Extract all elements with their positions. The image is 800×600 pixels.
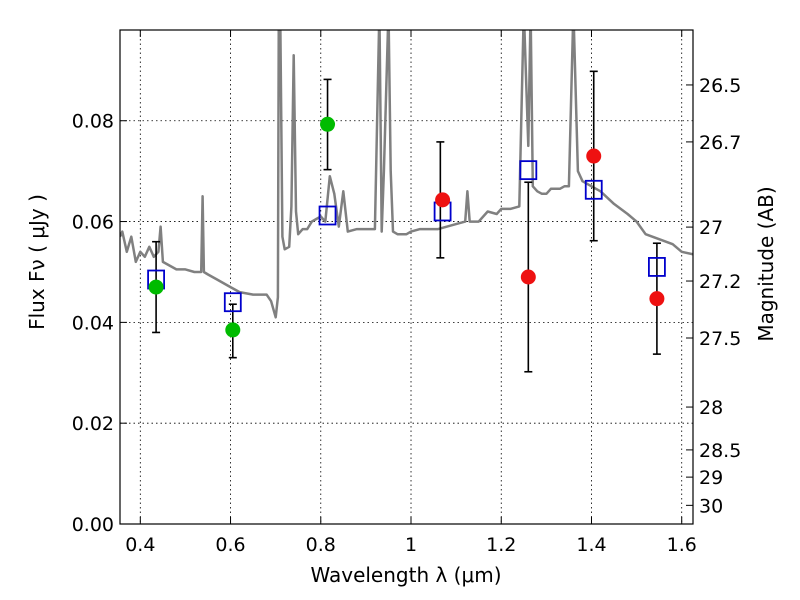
- measured-point: [586, 148, 602, 164]
- magnitude-tick-label: 26.7: [699, 132, 741, 154]
- magnitude-tick-label: 30: [699, 495, 723, 517]
- magnitude-tick-label: 28: [699, 397, 723, 419]
- model-photometry-layer: [147, 160, 666, 313]
- magnitude-tick-label: 26.5: [699, 75, 741, 97]
- x-axis-label: Wavelength λ (μm): [310, 563, 501, 587]
- y-tick-label: 0.08: [72, 111, 114, 133]
- y-tick-label: 0.02: [72, 413, 114, 435]
- x-tick-label: 0.8: [306, 534, 336, 556]
- x-tick-label: 0.4: [125, 534, 155, 556]
- model-sed-layer: [120, 30, 693, 319]
- magnitude-tick-label: 27.2: [699, 271, 741, 293]
- detection-point: [320, 116, 336, 132]
- magnitude-tick-label: 27.5: [699, 328, 741, 350]
- plot-area: [120, 30, 693, 373]
- axis-ticks: [120, 30, 693, 525]
- plot-frame: [119, 29, 694, 525]
- grid-lines: [120, 30, 693, 525]
- detection-point: [225, 322, 241, 338]
- x-tick-label: 1.4: [576, 534, 606, 556]
- model-photometry-square: [318, 205, 337, 226]
- x-tick-label: 0.6: [215, 534, 245, 556]
- measured-point: [520, 269, 536, 285]
- detection-point: [148, 279, 164, 295]
- y-tick-label: 0.00: [72, 514, 114, 536]
- magnitude-tick-label: 29: [699, 467, 723, 489]
- y-axis-label: Flux Fν ( μJy ): [25, 194, 49, 330]
- y-tick-label: 0.04: [72, 312, 114, 334]
- x-tick-label: 1.6: [667, 534, 697, 556]
- y-axis-label-right: Magnitude (AB): [754, 186, 778, 341]
- data-point-layer: [148, 116, 665, 338]
- model-photometry-square: [519, 160, 538, 181]
- tick-labels: 0.4 0.6 0.8 1 1.2 1.4 1.6 0.00 0.02 0.04 0.06 0.08 2…: [72, 75, 742, 556]
- measured-point: [649, 291, 665, 307]
- model-sed-line: [120, 30, 693, 319]
- model-photometry-square: [584, 179, 603, 200]
- magnitude-tick-label: 27: [699, 217, 723, 239]
- magnitude-tick-label: 28.5: [699, 440, 741, 462]
- model-photometry-square: [223, 292, 242, 313]
- model-photometry-square: [648, 257, 666, 277]
- x-tick-label: 1: [405, 534, 417, 556]
- x-tick-label: 1.2: [486, 534, 516, 556]
- measured-point: [435, 192, 451, 208]
- y-tick-label: 0.06: [72, 212, 114, 234]
